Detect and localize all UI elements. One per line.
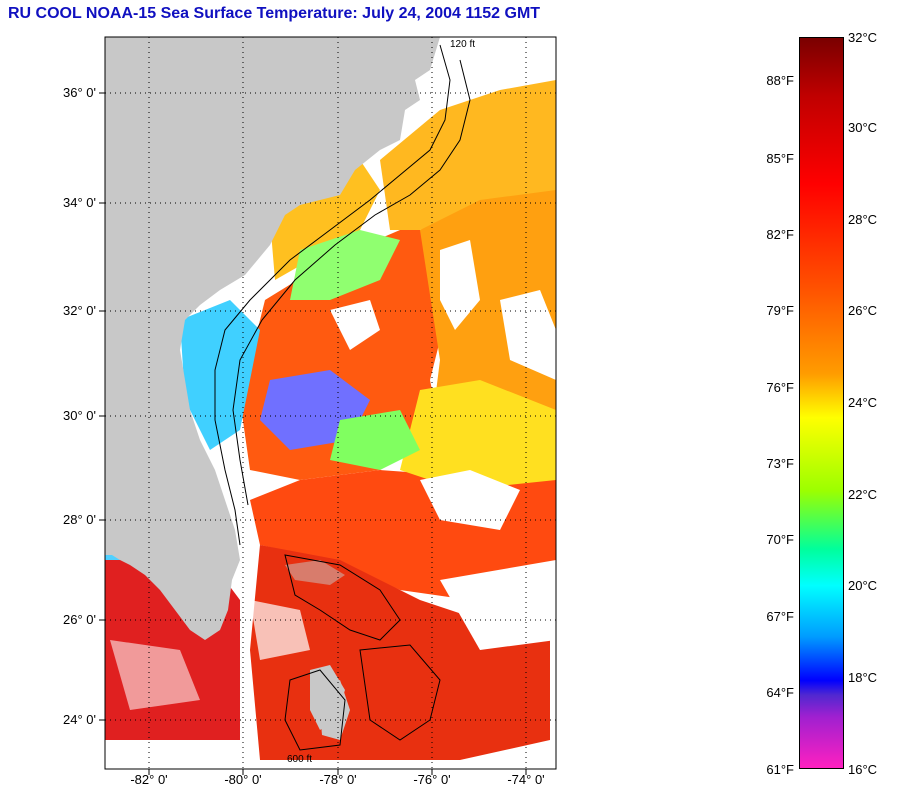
grid-lines xyxy=(105,37,556,769)
colorbar-label-26c: 26°C xyxy=(848,303,878,318)
colorbar-label-67f: 67°F xyxy=(766,609,794,624)
cloud-patch xyxy=(250,600,310,660)
cloud-patch xyxy=(420,470,520,530)
colorbar-label-32c: 32°C xyxy=(848,30,878,45)
lon-label-78: -78° 0' xyxy=(319,772,357,787)
colorbar-label-28c: 28°C xyxy=(848,212,878,227)
colorbar-label-18c: 18°C xyxy=(848,670,878,685)
colorbar-label-70f: 70°F xyxy=(766,532,794,547)
colorbar-label-64f: 64°F xyxy=(766,685,794,700)
colorbar-label-61f: 61°F xyxy=(766,762,794,777)
sst-field-cyan-shelf xyxy=(290,230,400,300)
colorbar-label-20c: 20°C xyxy=(848,578,878,593)
isobath-label-120ft: 120 ft xyxy=(450,39,475,50)
lat-label-26: 26° 0' xyxy=(63,612,96,627)
colorbar-label-79f: 79°F xyxy=(766,303,794,318)
colorbar-label-85f: 85°F xyxy=(766,151,794,166)
colorbar-label-22c: 22°C xyxy=(848,487,878,502)
tick-marks xyxy=(99,92,527,775)
colorbar-label-24c: 24°C xyxy=(848,395,878,410)
isobath-label-600ft: 600 ft xyxy=(287,754,312,765)
colorbar-label-76f: 76°F xyxy=(766,380,794,395)
colorbar-label-73f: 73°F xyxy=(766,456,794,471)
sst-field-north xyxy=(380,80,556,230)
cloud-patch xyxy=(440,240,480,330)
sst-field-green-patch xyxy=(330,410,420,470)
cloud-patch xyxy=(440,560,556,650)
lat-label-36: 36° 0' xyxy=(63,85,96,100)
lon-label-80: -80° 0' xyxy=(224,772,262,787)
colorbar-label-16c: 16°C xyxy=(848,762,878,777)
lon-label-74: -74° 0' xyxy=(507,772,545,787)
cloud-patch xyxy=(330,300,380,350)
land-grand-bahama xyxy=(285,560,345,585)
land-southeast-us xyxy=(105,37,440,640)
lat-label-28: 28° 0' xyxy=(63,512,96,527)
sst-field-shelf-north xyxy=(270,160,380,280)
isobath-contours xyxy=(214,44,471,751)
map-frame xyxy=(104,36,557,770)
temperature-colorbar xyxy=(799,37,844,769)
cloud-patch xyxy=(500,290,556,380)
sst-field-cool-shelf xyxy=(180,300,260,450)
lat-label-30: 30° 0' xyxy=(63,408,96,423)
lon-label-82: -82° 0' xyxy=(130,772,168,787)
sst-field-yellow-band xyxy=(400,380,556,490)
cloud-patch xyxy=(110,640,200,710)
map-title: RU COOL NOAA-15 Sea Surface Temperature:… xyxy=(8,5,541,22)
lat-label-32: 32° 0' xyxy=(63,303,96,318)
lat-label-34: 34° 0' xyxy=(63,195,96,210)
colorbar-label-88f: 88°F xyxy=(766,73,794,88)
colorbar-label-30c: 30°C xyxy=(848,120,878,135)
colorbar-label-82f: 82°F xyxy=(766,227,794,242)
lat-label-24: 24° 0' xyxy=(63,712,96,727)
lon-label-76: -76° 0' xyxy=(413,772,451,787)
